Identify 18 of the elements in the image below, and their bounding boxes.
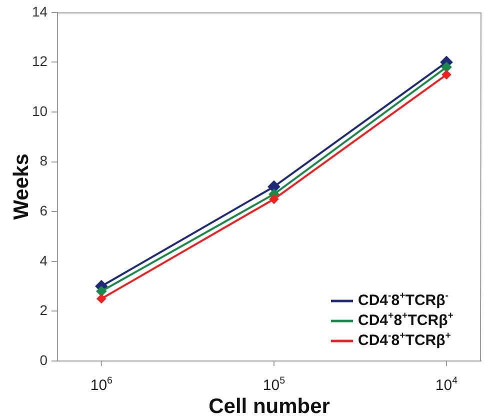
legend-label: CD4-8+TCRβ- bbox=[358, 290, 449, 310]
y-tick-label: 6 bbox=[40, 202, 48, 218]
legend-label: CD4-8+TCRβ+ bbox=[358, 330, 452, 350]
point bbox=[269, 194, 278, 204]
y-tick-label: 14 bbox=[32, 3, 48, 20]
point bbox=[96, 294, 106, 304]
y-tick-label: 12 bbox=[32, 53, 48, 70]
y-tick-label: 4 bbox=[40, 252, 48, 268]
y-axis-title: Weeks bbox=[10, 154, 33, 220]
point bbox=[96, 286, 106, 296]
y-tick-label: 10 bbox=[32, 102, 48, 119]
point bbox=[442, 70, 451, 80]
y-tick-label: 8 bbox=[40, 152, 48, 169]
y-tick-label: 0 bbox=[40, 352, 48, 368]
y-tick-label: 2 bbox=[40, 302, 48, 318]
legend-label: CD4+8+TCRβ+ bbox=[358, 310, 454, 330]
x-axis-title: Cell number bbox=[208, 394, 330, 418]
point bbox=[441, 62, 452, 72]
